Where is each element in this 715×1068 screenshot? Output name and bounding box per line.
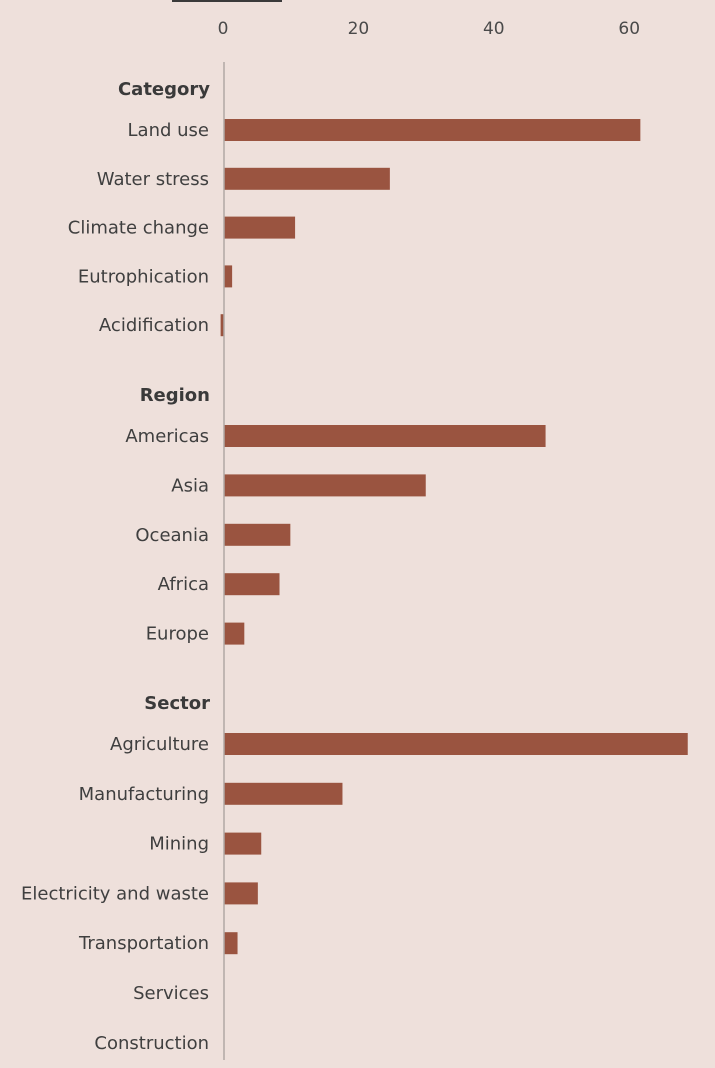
category-label: Eutrophication [78,266,209,287]
bar [224,425,546,447]
group-label: Region [140,385,210,406]
category-label: Transportation [78,933,209,954]
bar [224,733,688,755]
bar [224,882,258,905]
bar [224,622,245,645]
x-tick-label: 20 [348,19,370,39]
bar [224,523,291,546]
bar [224,782,343,805]
legend-swatch [172,0,282,2]
category-label: Manufacturing [79,784,209,805]
bar [224,265,233,288]
category-label: Acidification [99,315,209,336]
category-label: Europe [146,624,209,645]
x-axis-ticks: 0 20 40 60 [218,19,640,39]
category-label: Asia [171,475,209,496]
category-label: Agriculture [110,734,209,755]
bar [224,167,390,190]
bar [224,216,296,239]
x-tick-label: 0 [218,19,229,39]
category-label: Land use [128,120,209,141]
category-label: Mining [149,834,209,855]
bar [224,474,426,497]
bar [224,832,262,855]
group-label: Sector [144,693,210,714]
category-labels: Category Land use Water stress Climate chan… [21,79,210,1054]
category-label: Water stress [97,169,209,190]
x-tick-label: 40 [483,19,505,39]
x-tick-label: 60 [618,19,640,39]
bar [220,314,224,337]
bar [224,119,641,141]
bar [224,573,280,596]
category-label: Services [133,983,209,1004]
category-label: Climate change [68,218,209,239]
category-label: Construction [94,1033,209,1054]
bars [220,119,688,955]
category-label: Americas [125,426,209,447]
group-label: Category [118,79,210,100]
bar [224,932,238,955]
category-label: Electricity and waste [21,883,209,904]
category-label: Oceania [135,525,209,546]
category-label: Africa [158,574,209,595]
